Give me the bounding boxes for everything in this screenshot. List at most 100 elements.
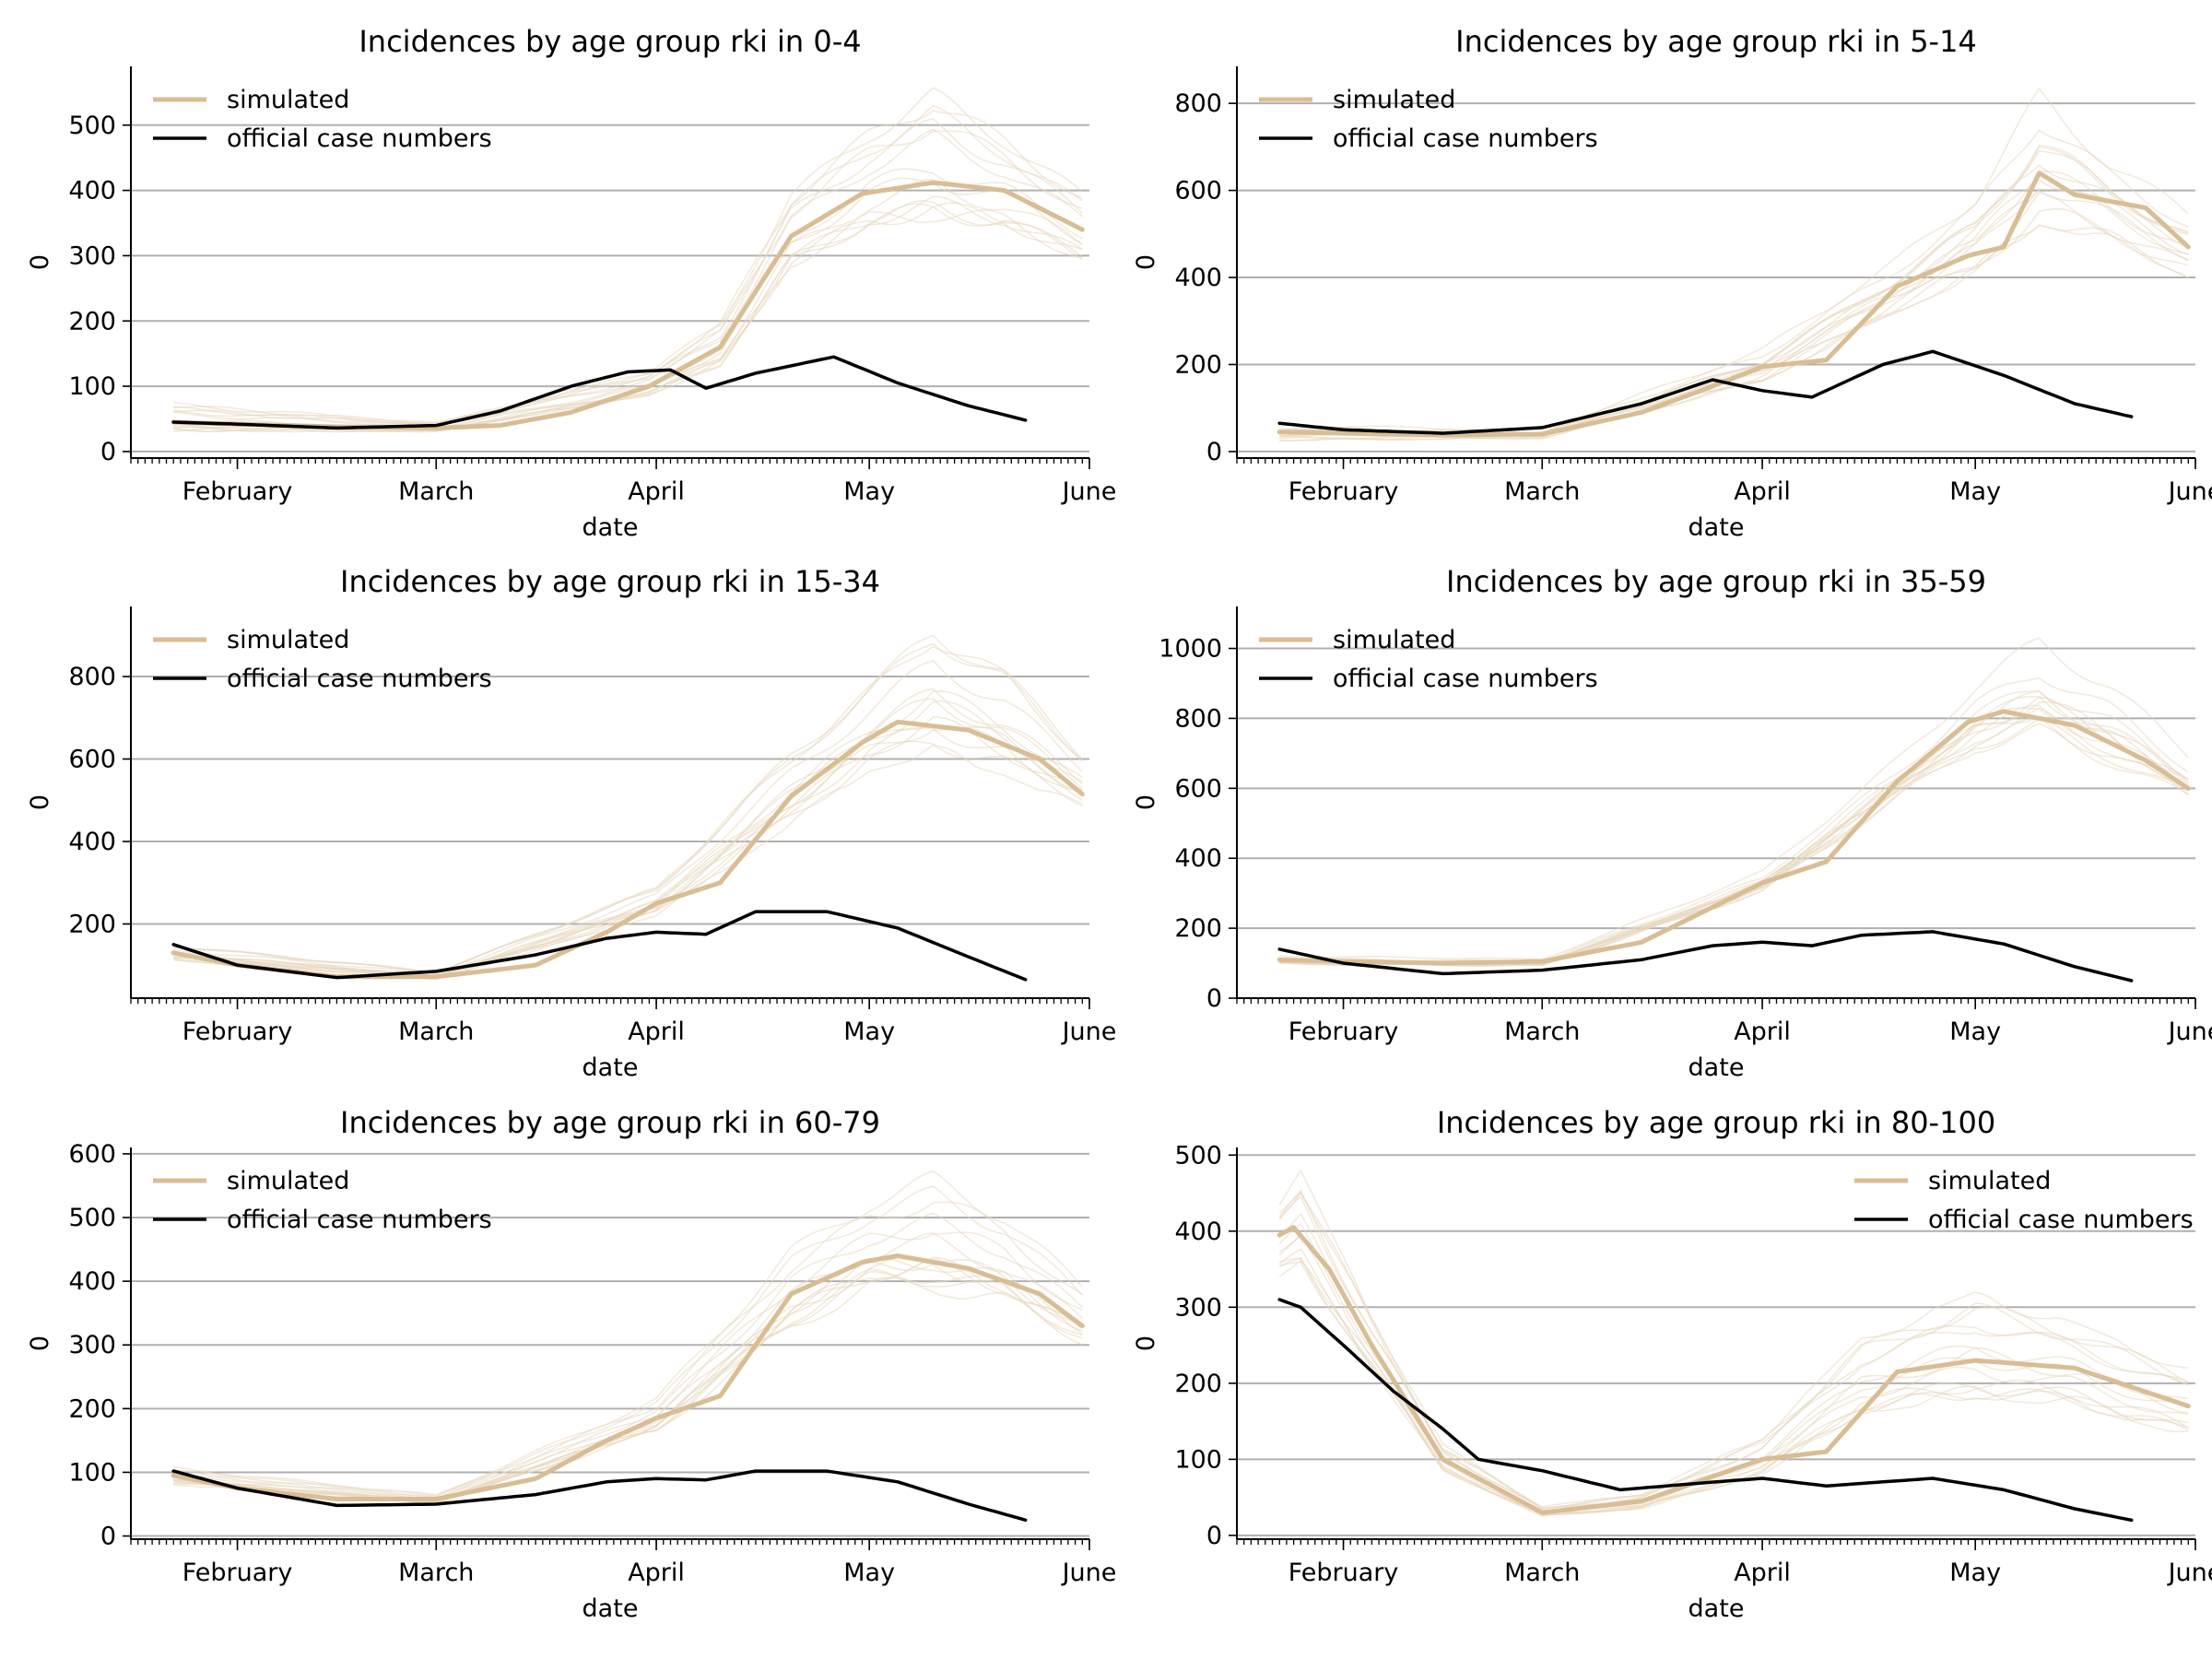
x-tick-label: April: [1734, 1559, 1791, 1587]
chart-title: Incidences by age group rki in 0-4: [359, 24, 861, 59]
y-tick-label: 500: [68, 112, 116, 140]
chart-title: Incidences by age group rki in 5-14: [1455, 24, 1977, 59]
y-tick-label: 400: [68, 1267, 116, 1296]
simulated-ensemble-line: [1279, 1256, 2189, 1516]
simulated-ensemble-line: [173, 1170, 1083, 1496]
x-tick-label: April: [628, 1018, 685, 1046]
chart-panel-1: Incidences by age group rki in 5-14 0 200 4…: [1132, 24, 2212, 542]
y-tick-label: 400: [68, 177, 116, 206]
simulated-ensemble-line: [1278, 1189, 2189, 1510]
simulated-ensemble-line: [173, 700, 1083, 977]
simulated-ensemble-line: [173, 1271, 1083, 1504]
official-series-line: [171, 1469, 1028, 1523]
x-tick-label: March: [1504, 1018, 1580, 1046]
simulated-ensemble-line: [1279, 192, 2189, 440]
y-tick-label: 600: [68, 746, 116, 774]
y-axis-label: 0: [1132, 1335, 1160, 1351]
x-axis-label: date: [1688, 1594, 1745, 1623]
y-tick-label: 800: [1174, 704, 1222, 733]
x-axis-label: date: [1688, 513, 1745, 542]
simulated-ensemble-line: [1279, 704, 2189, 966]
simulated-ensemble-line: [1279, 677, 2189, 963]
x-axis-label: date: [582, 513, 639, 542]
simulated-ensemble-line: [173, 1201, 1083, 1498]
y-tick-label: 400: [1174, 264, 1222, 292]
x-tick-label: February: [182, 477, 293, 506]
official-series-line: [1277, 349, 2134, 435]
x-tick-label: June: [2167, 1559, 2212, 1587]
y-tick-label: 500: [1174, 1141, 1222, 1170]
x-tick-label: April: [628, 1559, 685, 1587]
simulated-ensemble-line: [1278, 1234, 2189, 1514]
y-tick-label: 200: [68, 307, 116, 335]
x-tick-label: June: [1061, 477, 1117, 506]
simulated-ensemble-line: [173, 690, 1083, 976]
chart-panel-3: Incidences by age group rki in 35-59 0 200…: [1132, 564, 2212, 1082]
y-tick-label: 300: [68, 241, 116, 270]
y-tick-label: 200: [1174, 1370, 1222, 1398]
legend-label: simulated: [227, 86, 349, 114]
y-tick-label: 0: [100, 1523, 116, 1551]
simulated-ensemble-line: [173, 716, 1083, 978]
chart-panel-4: Incidences by age group rki in 60-79 0 100…: [26, 1105, 1116, 1623]
x-tick-label: April: [1734, 477, 1791, 506]
y-tick-label: 200: [1174, 350, 1222, 379]
legend-label: official case numbers: [1333, 665, 1598, 693]
simulated-ensemble-line: [173, 118, 1083, 426]
chart-panel-0: Incidences by age group rki in 0-4 0 100 20…: [26, 24, 1116, 542]
x-tick-label: May: [1949, 1559, 2001, 1587]
x-tick-label: May: [1949, 477, 2001, 506]
x-tick-label: February: [1288, 1018, 1399, 1046]
y-tick-label: 100: [1174, 1445, 1222, 1474]
x-tick-label: June: [2167, 477, 2212, 506]
legend-label: simulated: [1333, 626, 1455, 654]
y-tick-label: 1000: [1159, 635, 1222, 664]
simulated-ensemble-line: [1278, 1192, 2189, 1510]
simulated-ensemble-line: [173, 200, 1083, 433]
simulated-ensemble-line: [1279, 690, 2189, 964]
legend-label: official case numbers: [227, 1206, 492, 1234]
simulated-ensemble-line: [1278, 1169, 2189, 1508]
x-tick-label: March: [398, 477, 474, 506]
simulated-ensemble-line: [173, 659, 1083, 975]
simulated-ensemble-line: [173, 1256, 1083, 1503]
x-tick-label: March: [1504, 1559, 1580, 1587]
simulated-ensemble-line: [173, 1257, 1083, 1503]
chart-panel-5: Incidences by age group rki in 80-100 0 10…: [1132, 1105, 2212, 1623]
x-tick-label: June: [1061, 1018, 1117, 1046]
chart-panel-2: Incidences by age group rki in 15-34 200 4…: [26, 564, 1116, 1082]
simulated-ensemble-line: [173, 688, 1083, 977]
x-tick-label: February: [1288, 1559, 1399, 1587]
x-tick-label: March: [1504, 477, 1580, 506]
simulated-ensemble-line: [173, 1256, 1083, 1502]
simulated-ensemble-line: [1279, 701, 2189, 965]
simulated-ensemble-line: [1279, 207, 2189, 441]
y-tick-label: 200: [68, 910, 116, 938]
simulated-ensemble-line: [173, 645, 1083, 974]
y-tick-label: 500: [68, 1204, 116, 1232]
official-series-line: [171, 910, 1028, 982]
y-tick-label: 400: [1174, 844, 1222, 873]
simulated-ensemble-line: [173, 128, 1083, 427]
y-tick-label: 200: [68, 1394, 116, 1423]
chart-title: Incidences by age group rki in 35-59: [1446, 564, 1986, 599]
x-axis-label: date: [582, 1594, 639, 1623]
y-tick-label: 0: [1206, 1522, 1222, 1550]
legend-label: simulated: [227, 1167, 349, 1195]
x-tick-label: April: [1734, 1018, 1791, 1046]
y-tick-label: 100: [68, 372, 116, 401]
x-axis-label: date: [1688, 1053, 1745, 1082]
chart-title: Incidences by age group rki in 60-79: [340, 1105, 880, 1140]
x-tick-label: June: [1061, 1559, 1117, 1587]
official-series-line: [1277, 930, 2134, 982]
simulated-ensemble-line: [1279, 188, 2189, 438]
simulated-ensemble-line: [173, 745, 1083, 980]
y-axis-label: 0: [26, 1335, 54, 1351]
y-tick-label: 0: [100, 438, 116, 466]
simulated-ensemble-line: [173, 1185, 1083, 1497]
simulated-ensemble-line: [173, 1231, 1083, 1500]
simulated-ensemble-line: [1279, 224, 2189, 441]
simulated-series-line: [1277, 1225, 2191, 1515]
y-tick-label: 600: [1174, 177, 1222, 206]
simulated-ensemble-line: [173, 130, 1083, 426]
